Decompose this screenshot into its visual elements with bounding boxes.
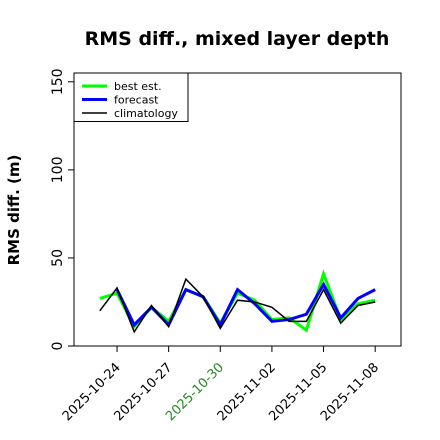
y-axis: 0 50 100 150 — [50, 68, 74, 350]
legend-entry: best est. — [114, 80, 162, 93]
legend-entry: climatology — [114, 107, 178, 120]
y-tick-label: 150 — [50, 68, 66, 95]
x-axis: 2025-10-242025-10-272025-10-302025-11-02… — [60, 346, 382, 424]
plot-frame — [73, 72, 402, 347]
series-layer — [99, 269, 376, 334]
y-tick-label: 0 — [50, 342, 66, 351]
chart-title: RMS diff., mixed layer depth — [85, 28, 390, 50]
y-tick-label: 50 — [50, 249, 66, 267]
y-axis-label: RMS diff. (m) — [5, 155, 23, 266]
series-line-2 — [99, 277, 376, 334]
y-tick-label: 100 — [50, 157, 66, 184]
legend-entry: forecast — [114, 94, 159, 107]
